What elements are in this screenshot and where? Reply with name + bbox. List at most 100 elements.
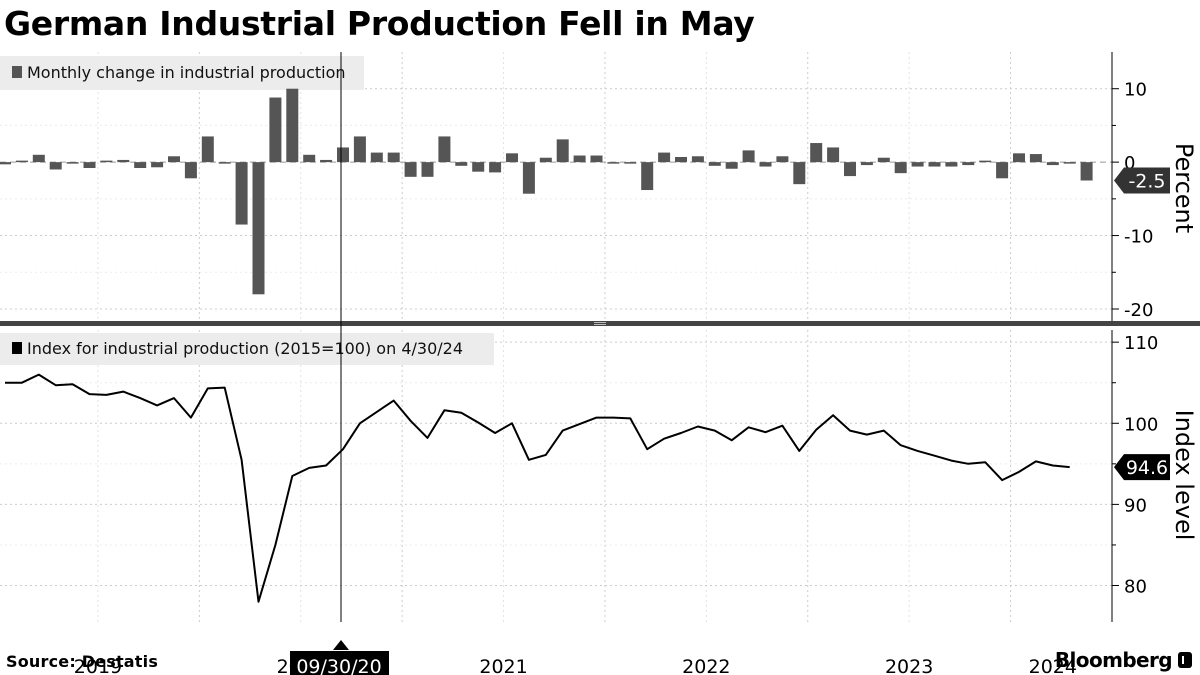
line-legend: Index for industrial production (2015=10…: [0, 333, 494, 365]
line-legend-swatch: [12, 342, 22, 354]
bar-2020-01: [201, 136, 214, 163]
bar-2022-02: [624, 162, 637, 164]
bar-2020-09: [337, 147, 349, 163]
bar-y-tick-label: -10: [1124, 227, 1153, 248]
crosshair-date-label: 09/30/20: [296, 656, 381, 675]
source-note: Source: Destatis: [6, 652, 159, 671]
bar-2020-08: [320, 159, 333, 163]
bar-2020-07: [303, 154, 316, 163]
bar-legend-background: [0, 56, 364, 90]
bar-2019-05: [66, 162, 79, 164]
bar-2020-02: [218, 162, 231, 164]
bar-2022-11: [776, 156, 789, 163]
bar-2022-04: [658, 152, 671, 163]
bar-2019-03: [32, 154, 45, 163]
bar-2019-11: [168, 156, 180, 163]
bar-2024-02: [1029, 154, 1042, 163]
bar-2019-04: [49, 162, 62, 170]
bar-2023-11: [979, 160, 992, 163]
x-tick-label-2021: 2021: [479, 656, 527, 675]
bar-y-tick-label: 0: [1124, 153, 1135, 174]
bar-2022-10: [759, 162, 772, 167]
bar-y-tick-label: -20: [1124, 300, 1153, 321]
bar-2021-08: [522, 162, 535, 194]
bar-axis-title: Percent: [1170, 143, 1198, 233]
bar-2023-01: [810, 143, 823, 163]
bar-2019-01: [0, 162, 11, 165]
bar-2020-06: [286, 88, 299, 163]
bar-2020-12: [387, 152, 400, 163]
bar-2021-10: [556, 139, 569, 163]
bar-2024-04: [1063, 162, 1076, 164]
bar-last-value-badge: -2.5: [1114, 167, 1170, 194]
bar-2023-08: [928, 162, 941, 167]
line-y-tick-label: 100: [1124, 414, 1158, 435]
bar-2023-07: [911, 162, 924, 167]
bar-2022-03: [641, 162, 654, 191]
bar-2022-12: [793, 162, 806, 185]
bar-2020-10: [353, 136, 366, 163]
bar-2019-07: [100, 160, 113, 163]
bar-series: [0, 88, 1093, 295]
bar-last-value-badge-shape: [1114, 167, 1170, 194]
bar-2020-11: [370, 152, 383, 163]
bar-2023-03: [844, 162, 856, 177]
bar-last-value-label: -2.5: [1128, 170, 1165, 192]
bar-2021-06: [489, 162, 502, 173]
line-last-value-label: 94.6: [1126, 457, 1168, 479]
bar-2021-04: [455, 162, 468, 166]
x-tick-label-2023: 2023: [885, 656, 933, 675]
line-legend-background: [0, 333, 494, 365]
bar-2023-09: [945, 162, 958, 167]
line-last-value-badge: 94.6: [1114, 454, 1170, 481]
x-tick-labels: 201920202021202220232024: [74, 656, 1077, 675]
line-series: [5, 373, 1070, 603]
panel-divider[interactable]: [0, 321, 1200, 326]
bar-2022-06: [691, 156, 704, 163]
bar-2024-05: [1080, 162, 1093, 181]
bar-2021-02: [421, 162, 434, 177]
line-axis-title: Index level: [1170, 410, 1198, 541]
bar-y-tick-label: 10: [1124, 80, 1147, 101]
brand-name: Bloomberg: [1054, 648, 1173, 672]
bar-2019-12: [184, 162, 197, 179]
crosshair-date-background: [290, 651, 389, 675]
bar-2022-05: [675, 156, 687, 163]
bar-2019-06: [83, 162, 96, 169]
bar-2021-03: [438, 136, 451, 163]
line-y-tick-label: 110: [1124, 333, 1158, 354]
bar-2020-03: [235, 162, 248, 225]
bloomberg-logo-icon: [1178, 652, 1192, 668]
bar-2020-05: [269, 97, 282, 163]
bar-2021-12: [590, 155, 603, 163]
brand: Bloomberg: [1055, 648, 1192, 672]
bar-2021-09: [539, 157, 552, 163]
bar-legend-swatch: [12, 66, 22, 78]
line-last-value-badge-shape: [1114, 454, 1170, 481]
bar-2019-10: [151, 162, 164, 168]
bar-2023-06: [894, 162, 907, 174]
bar-2023-02: [827, 147, 840, 163]
line-legend-text: Index for industrial production (2015=10…: [27, 339, 463, 358]
x-tick-label-2024: 2024: [1029, 656, 1077, 675]
bar-2019-08: [117, 159, 130, 163]
bar-legend: Monthly change in industrial production: [0, 56, 364, 90]
bar-2023-05: [877, 157, 890, 163]
crosshair[interactable]: 09/30/20: [290, 52, 389, 675]
index-line: [5, 373, 1070, 603]
x-tick-label-2019: 2019: [74, 656, 122, 675]
bar-legend-text: Monthly change in industrial production: [27, 63, 346, 82]
x-tick-label-2022: 2022: [682, 656, 730, 675]
bar-2022-08: [725, 162, 738, 169]
bar-2021-07: [506, 153, 518, 163]
line-y-tick-label: 90: [1124, 495, 1147, 516]
bar-2024-01: [1013, 153, 1025, 163]
bar-2019-09: [134, 162, 147, 169]
bar-2022-07: [708, 162, 721, 166]
bar-2023-10: [962, 162, 975, 166]
bar-2023-12: [996, 162, 1009, 179]
bar-2021-01: [404, 162, 417, 177]
bar-2021-05: [472, 162, 485, 172]
